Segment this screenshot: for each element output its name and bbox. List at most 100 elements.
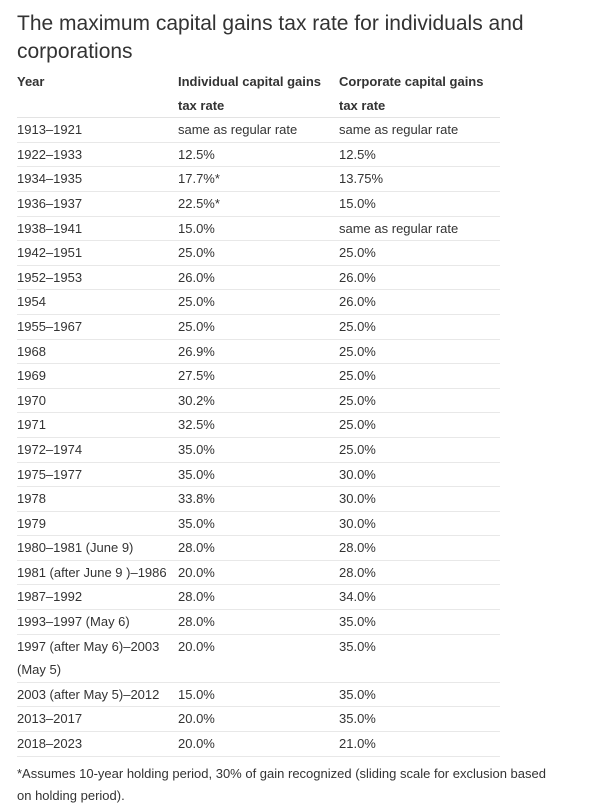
table-row: 1922–1933 12.5% 12.5% (17, 142, 500, 168)
table-row: 2003 (after May 5)–2012 15.0% 35.0% (17, 682, 500, 708)
table-cell: 28.0% (178, 535, 339, 561)
table-cell: 1981 (after June 9 )–1986 (17, 560, 178, 586)
table-cell: 26.9% (178, 339, 339, 365)
table-row: 1938–1941 15.0% same as regular rate (17, 216, 500, 242)
table-cell: 25.0% (339, 240, 500, 266)
table-cell: 1970 (17, 388, 178, 414)
table-cell: 25.0% (178, 314, 339, 340)
table-cell: 13.75% (339, 166, 500, 192)
table-row: 1971 32.5% 25.0% (17, 412, 500, 438)
table-row: 1942–1951 25.0% 25.0% (17, 240, 500, 266)
table-cell: 33.8% (178, 486, 339, 512)
table-cell: 1969 (17, 363, 178, 389)
table-cell: 12.5% (178, 142, 339, 168)
table-cell: 17.7%* (178, 166, 339, 192)
table-cell: 20.0% (178, 731, 339, 757)
table-cell: 1975–1977 (17, 462, 178, 488)
table-cell: 12.5% (339, 142, 500, 168)
table-cell: 1978 (17, 486, 178, 512)
table-cell: 35.0% (178, 511, 339, 537)
table-cell: 25.0% (339, 388, 500, 414)
table-cell: 1934–1935 (17, 166, 178, 192)
table-cell: 30.2% (178, 388, 339, 414)
table-cell: 28.0% (178, 609, 339, 635)
table-cell: 28.0% (339, 560, 500, 586)
table-row: 1975–1977 35.0% 30.0% (17, 462, 500, 488)
table-cell: 25.0% (178, 289, 339, 315)
table-cell: 1971 (17, 412, 178, 438)
table-row: 1970 30.2% 25.0% (17, 388, 500, 414)
table-row: 1952–1953 26.0% 26.0% (17, 265, 500, 291)
table-cell: 2018–2023 (17, 731, 178, 757)
table-cell: 27.5% (178, 363, 339, 389)
table-cell: 1997 (after May 6)–2003 (May 5) (17, 634, 178, 683)
table-cell: 30.0% (339, 462, 500, 488)
table-row: 1972–1974 35.0% 25.0% (17, 437, 500, 463)
table-cell: 30.0% (339, 511, 500, 537)
table-cell: 35.0% (339, 706, 500, 733)
table-cell: 1979 (17, 511, 178, 537)
table-row: 1969 27.5% 25.0% (17, 363, 500, 389)
table-cell: same as regular rate (339, 216, 500, 242)
table-cell: 35.0% (178, 462, 339, 488)
table-cell: 25.0% (339, 363, 500, 389)
table-cell: 1942–1951 (17, 240, 178, 266)
table-cell: 35.0% (339, 682, 500, 708)
table-row: 1934–1935 17.7%* 13.75% (17, 166, 500, 192)
table-cell: 25.0% (178, 240, 339, 266)
table-row: 1968 26.9% 25.0% (17, 339, 500, 365)
table-row: 1981 (after June 9 )–1986 20.0% 28.0% (17, 560, 500, 586)
table-cell: 20.0% (178, 706, 339, 733)
table-cell: 34.0% (339, 584, 500, 611)
table-cell: 15.0% (339, 191, 500, 217)
table-cell: 1972–1974 (17, 437, 178, 463)
table-cell: 28.0% (339, 535, 500, 561)
header-cell: Year (17, 70, 178, 119)
table-cell: 1993–1997 (May 6) (17, 609, 178, 635)
title: The maximum capital gains tax rate for i… (17, 12, 524, 63)
table-cell: 35.0% (339, 634, 500, 683)
table-cell: same as regular rate (339, 117, 500, 143)
table-cell: 1955–1967 (17, 314, 178, 340)
table-row: 1993–1997 (May 6) 28.0% 35.0% (17, 609, 500, 635)
table-row: 2013–2017 20.0% 35.0% (17, 706, 500, 733)
table-cell: 25.0% (339, 314, 500, 340)
table-row: 1978 33.8% 30.0% (17, 486, 500, 512)
table-cell: 15.0% (178, 216, 339, 242)
table-body: 1913–1921 same as regular rate same as reg… (17, 117, 500, 757)
table-row: 1979 35.0% 30.0% (17, 511, 500, 537)
table-cell: 2013–2017 (17, 706, 178, 733)
table-row: 1954 25.0% 26.0% (17, 289, 500, 315)
table-cell: 1936–1937 (17, 191, 178, 217)
table-row: 1980–1981 (June 9) 28.0% 28.0% (17, 535, 500, 561)
table-cell: 1952–1953 (17, 265, 178, 291)
table-cell: 26.0% (178, 265, 339, 291)
table-cell: 32.5% (178, 412, 339, 438)
footnote: *Assumes 10-year holding period, 30% of … (17, 765, 546, 803)
table-cell: 26.0% (339, 265, 500, 291)
table-cell: 22.5%* (178, 191, 339, 217)
table-row: 1997 (after May 6)–2003 (May 5) 20.0% 35.0… (17, 634, 500, 683)
table-row: 1913–1921 same as regular rate same as reg… (17, 117, 500, 143)
table-cell: 20.0% (178, 560, 339, 586)
table-row: 1955–1967 25.0% 25.0% (17, 314, 500, 340)
table-cell: 1980–1981 (June 9) (17, 535, 178, 561)
table-cell: 30.0% (339, 486, 500, 512)
header-row: Year Individual capital gains tax rate Cor… (17, 70, 500, 119)
table-cell: 1968 (17, 339, 178, 365)
table-row: 1987–1992 28.0% 34.0% (17, 584, 500, 611)
table-cell: 20.0% (178, 634, 339, 683)
table-cell: 25.0% (339, 339, 500, 365)
table-cell: 1987–1992 (17, 584, 178, 611)
table-cell: 35.0% (339, 609, 500, 635)
tax-table: Year Individual capital gains tax rate Cor… (17, 70, 500, 757)
table-row: 1936–1937 22.5%* 15.0% (17, 191, 500, 217)
table-cell: 21.0% (339, 731, 500, 757)
table-cell: 1954 (17, 289, 178, 315)
table-cell: 26.0% (339, 289, 500, 315)
table-cell: 28.0% (178, 584, 339, 611)
table-cell: 35.0% (178, 437, 339, 463)
header-cell: Corporate capital gains tax rate (339, 70, 500, 119)
table-cell: 15.0% (178, 682, 339, 708)
table-cell: 1938–1941 (17, 216, 178, 242)
